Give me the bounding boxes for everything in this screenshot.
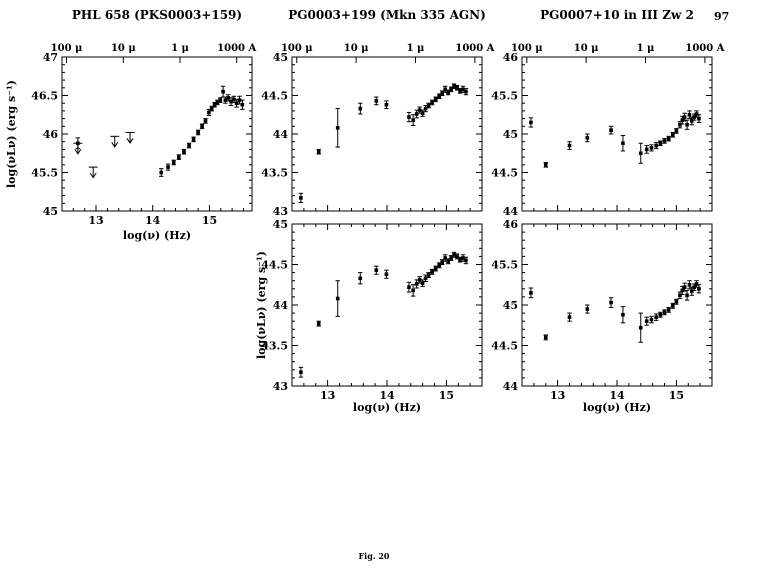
svg-text:14: 14 <box>609 389 625 402</box>
chart-panel-pg0003-bottom: 13 14 15 43 43.5 44 44.5 45 <box>261 218 483 402</box>
svg-text:46: 46 <box>503 218 519 231</box>
page-number: 97 <box>714 10 730 23</box>
svg-text:100 μ: 100 μ <box>281 43 313 54</box>
svg-text:1 μ: 1 μ <box>407 43 425 54</box>
svg-text:44.5: 44.5 <box>261 259 288 272</box>
svg-text:10 μ: 10 μ <box>344 43 369 54</box>
svg-text:47: 47 <box>43 51 58 64</box>
svg-text:100 μ: 100 μ <box>511 43 543 54</box>
x-axis-label-pg0003-bottom: log(ν) (Hz) <box>352 401 422 414</box>
svg-text:44.5: 44.5 <box>491 167 518 180</box>
svg-text:10 μ: 10 μ <box>574 43 599 54</box>
svg-text:45.5: 45.5 <box>491 90 518 103</box>
svg-text:43: 43 <box>273 380 288 393</box>
svg-text:43.5: 43.5 <box>261 340 288 353</box>
svg-text:13: 13 <box>88 214 103 227</box>
chart-panel-pg0007-bottom: 13 14 15 44 44.5 45 45.5 46 <box>491 218 713 402</box>
svg-text:44.5: 44.5 <box>491 340 518 353</box>
svg-text:44: 44 <box>273 128 289 141</box>
svg-text:45.5: 45.5 <box>491 259 518 272</box>
y-axis-label-pg0003-bottom: log(νLν) (erg s⁻¹) <box>255 251 268 359</box>
svg-text:45: 45 <box>503 128 518 141</box>
svg-text:13: 13 <box>320 389 335 402</box>
svg-text:14: 14 <box>379 389 395 402</box>
svg-text:44: 44 <box>273 299 289 312</box>
svg-text:15: 15 <box>439 389 454 402</box>
x-axis-label-phl658: log(ν) (Hz) <box>122 229 192 242</box>
svg-text:46: 46 <box>43 128 59 141</box>
panel-title-phl658: PHL 658 (PKS0003+159) <box>71 8 243 22</box>
x-axis-label-pg0007-bottom: log(ν) (Hz) <box>582 401 652 414</box>
figure-caption: Fig. 20 <box>358 551 390 561</box>
svg-text:1000 A: 1000 A <box>685 43 724 54</box>
svg-text:46: 46 <box>503 51 519 64</box>
panel-title-pg0007: PG0007+10 in III Zw 2 <box>540 8 694 22</box>
svg-text:46.5: 46.5 <box>31 90 58 103</box>
y-axis-label-phl658: log(νLν) (erg s⁻¹) <box>5 80 18 188</box>
svg-text:1 μ: 1 μ <box>171 43 189 54</box>
svg-text:45: 45 <box>273 51 288 64</box>
svg-text:10 μ: 10 μ <box>111 43 136 54</box>
svg-text:100 μ: 100 μ <box>51 43 83 54</box>
svg-text:43.5: 43.5 <box>261 167 288 180</box>
svg-text:44: 44 <box>503 380 519 393</box>
svg-text:1000 A: 1000 A <box>217 43 256 54</box>
svg-text:45: 45 <box>503 299 518 312</box>
svg-text:13: 13 <box>550 389 565 402</box>
svg-text:45.5: 45.5 <box>31 167 58 180</box>
svg-text:1 μ: 1 μ <box>637 43 655 54</box>
svg-text:15: 15 <box>202 214 217 227</box>
panel-title-pg0003: PG0003+199 (Mkn 335 AGN) <box>288 8 486 22</box>
svg-text:44: 44 <box>503 205 519 218</box>
svg-text:14: 14 <box>145 214 161 227</box>
svg-text:44.5: 44.5 <box>261 90 288 103</box>
svg-text:15: 15 <box>669 389 684 402</box>
svg-text:1000 A: 1000 A <box>455 43 494 54</box>
svg-text:45: 45 <box>43 205 58 218</box>
svg-text:43: 43 <box>273 205 288 218</box>
svg-text:45: 45 <box>273 218 288 231</box>
